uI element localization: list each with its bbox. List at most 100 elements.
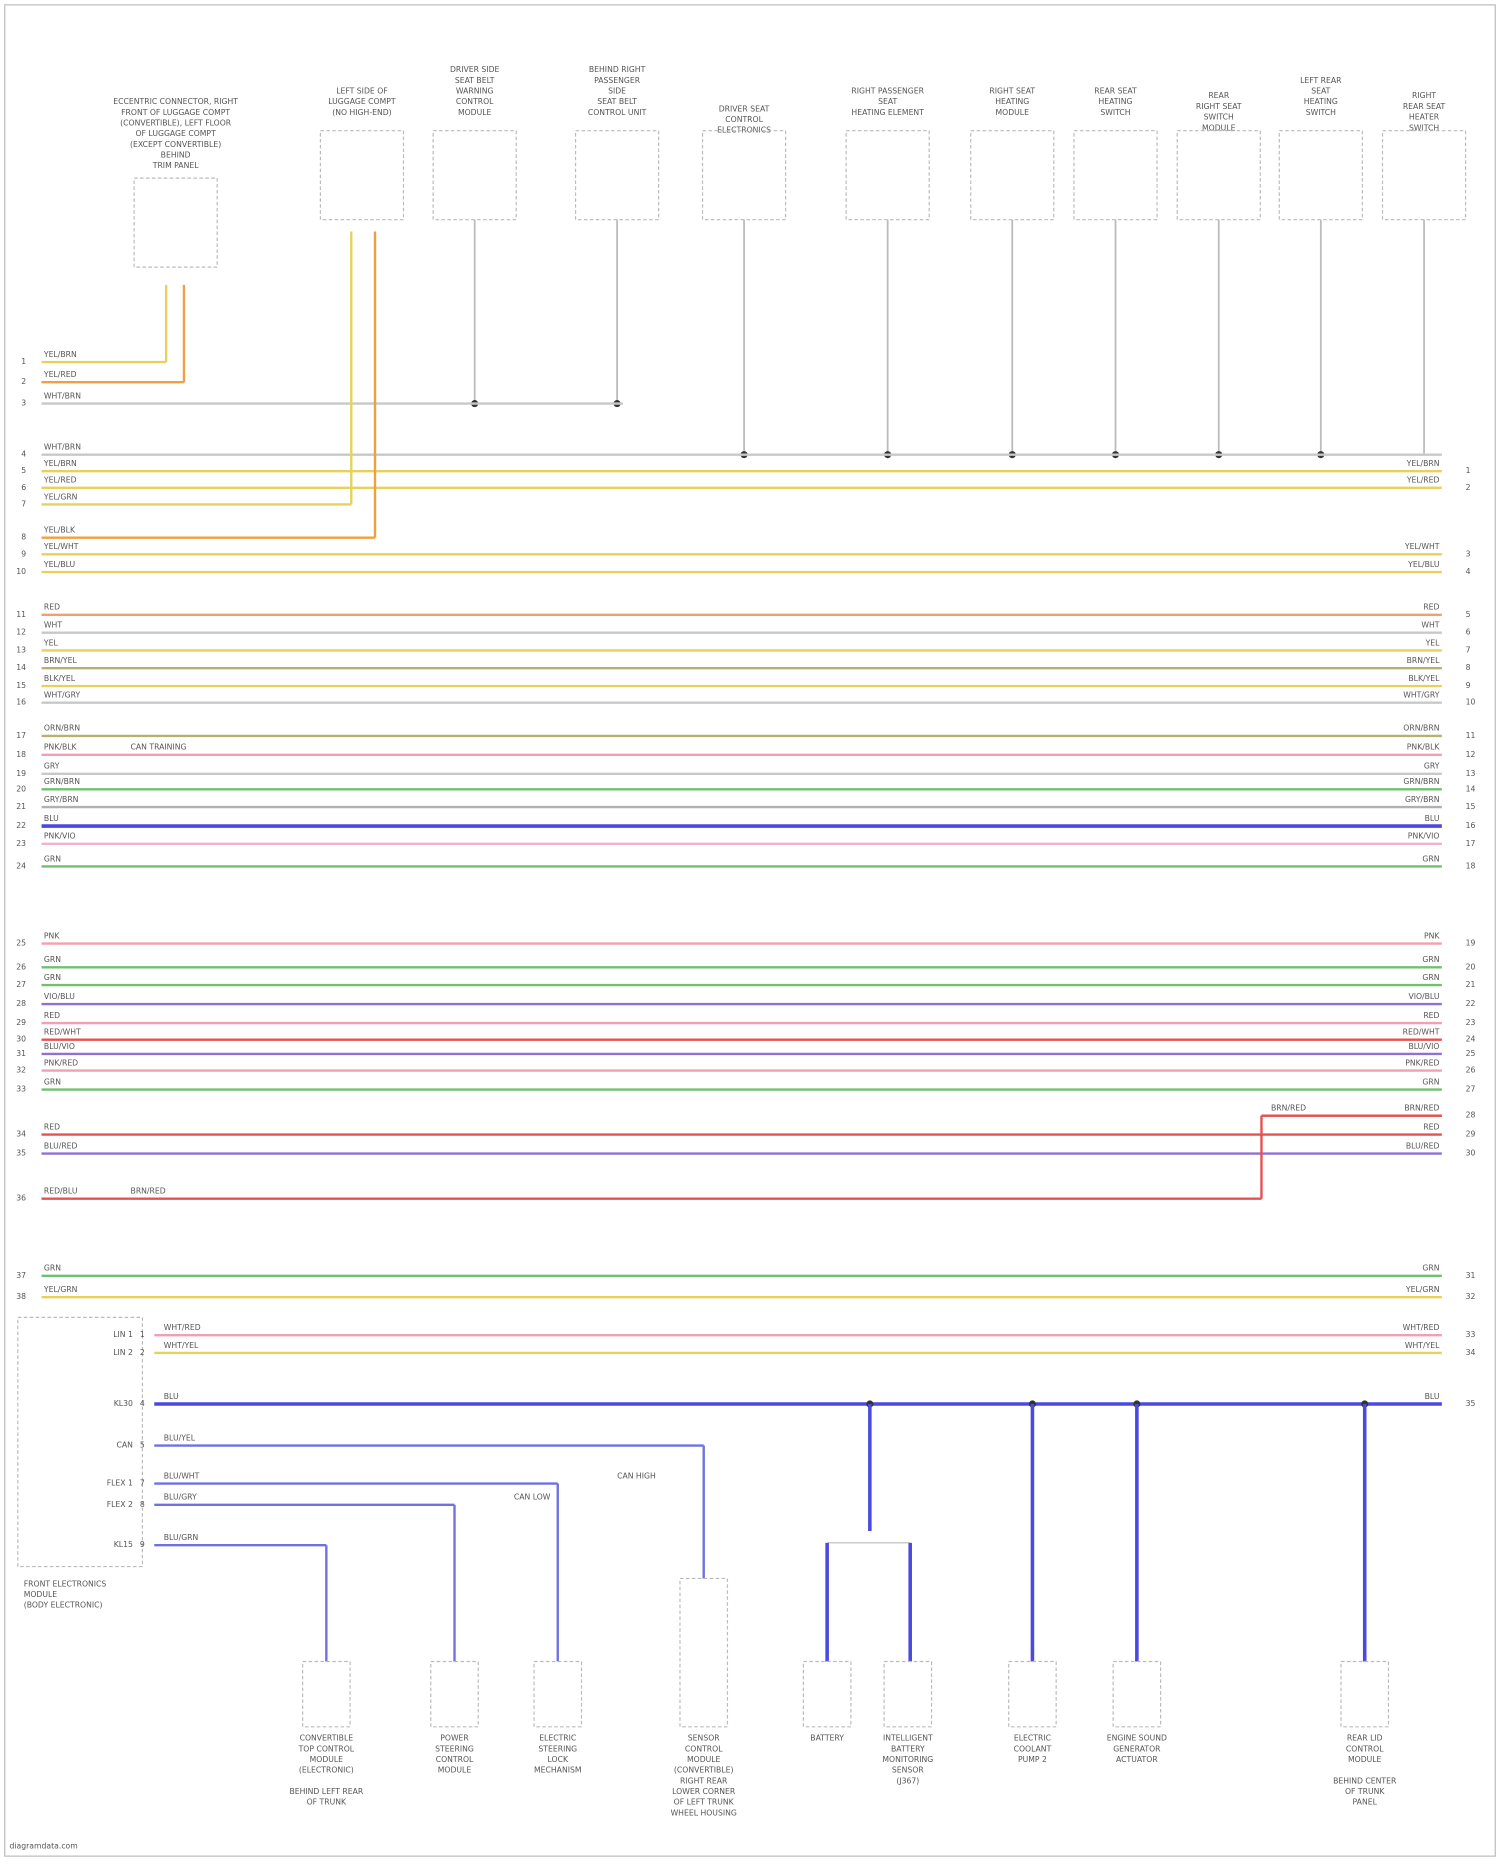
wire-label-right: BRN/YEL xyxy=(1407,656,1441,665)
component-label: WARNING xyxy=(456,86,494,95)
wire-label: BLU/GRN xyxy=(164,1533,199,1542)
pin-number: 36 xyxy=(16,1194,26,1203)
pin-number: 10 xyxy=(16,567,26,576)
pin-number: 25 xyxy=(16,939,26,948)
wire-label: YEL/BLU xyxy=(43,560,75,569)
component-label: CONTROL xyxy=(685,1744,723,1753)
wire-label: BRN/RED xyxy=(1271,1104,1306,1113)
wire-label: WHT/YEL xyxy=(164,1341,199,1350)
wire-label: YEL/BLK xyxy=(43,526,76,535)
pin-number: 22 xyxy=(16,821,26,830)
pin-number: 35 xyxy=(16,1149,26,1158)
wire-label: YEL/RED xyxy=(43,370,77,379)
pin-number-right: 25 xyxy=(1466,1049,1476,1058)
wire-label: GRN xyxy=(44,1077,61,1086)
wire-label: YEL xyxy=(43,638,59,647)
module-pin: KL15 xyxy=(114,1540,133,1549)
wire-label: GRN xyxy=(44,1264,61,1273)
pin-number-right: 1 xyxy=(1466,466,1471,475)
component-label: MONITORING xyxy=(882,1755,933,1764)
component-box xyxy=(133,177,218,268)
wire-label-right: GRY/BRN xyxy=(1405,795,1440,804)
pin-number-right: 15 xyxy=(1466,802,1476,811)
wire-label-right: WHT/RED xyxy=(1403,1323,1440,1332)
component-label: MODULE xyxy=(996,108,1030,117)
component-label: TOP CONTROL xyxy=(298,1744,355,1753)
component-label: CONVERTIBLE xyxy=(300,1734,354,1743)
component-label: SEAT xyxy=(878,97,897,106)
component-box xyxy=(1381,130,1467,221)
component-label: POWER xyxy=(440,1734,469,1743)
component-label: OF LUGGAGE COMPT xyxy=(135,129,216,138)
component-label: BEHIND LEFT REAR xyxy=(289,1787,363,1796)
component-label: LEFT SIDE OF xyxy=(336,86,388,95)
component-box xyxy=(574,130,660,221)
component-label: DRIVER SEAT xyxy=(719,104,770,113)
component-label: GENERATOR xyxy=(1113,1744,1161,1753)
pin-number: 13 xyxy=(16,645,26,654)
component-label: RIGHT SEAT xyxy=(989,86,1035,95)
pin-number: 20 xyxy=(16,784,26,793)
wire-label-right: PNK/BLK xyxy=(1407,743,1441,752)
wire-label: BLU xyxy=(164,1392,179,1401)
pin-number: 2 xyxy=(140,1348,145,1357)
component-label: MODULE xyxy=(1348,1755,1382,1764)
component-label: MODULE xyxy=(438,1766,472,1775)
component-label: RIGHT SEAT xyxy=(1196,102,1242,111)
pin-number: 21 xyxy=(16,802,26,811)
wire-label: RED xyxy=(44,603,60,612)
module-label: FRONT ELECTRONICS xyxy=(24,1579,107,1588)
wire-label-right: RED xyxy=(1423,1122,1439,1131)
wire-label: BLU/YEL xyxy=(164,1433,196,1442)
component-label: INTELLIGENT xyxy=(883,1734,933,1743)
component-label: BATTERY xyxy=(891,1744,925,1753)
component-label: MODULE xyxy=(458,108,492,117)
component-label: SEAT BELT xyxy=(597,97,637,106)
component-label: STEERING xyxy=(538,1744,577,1753)
component-label: ELECTRIC xyxy=(1014,1734,1051,1743)
module-pin: LIN 1 xyxy=(113,1330,133,1339)
component-label: SIDE xyxy=(608,86,626,95)
wire-label-right: RED xyxy=(1423,1011,1439,1020)
pin-number-right: 19 xyxy=(1466,939,1476,948)
wire-label-right: PNK/RED xyxy=(1405,1058,1439,1067)
module-pin: LIN 2 xyxy=(113,1348,133,1357)
pin-number: 12 xyxy=(16,628,26,637)
component-box xyxy=(1176,130,1261,221)
component-label: HEATING xyxy=(1098,97,1132,106)
wire-label-right: ORN/BRN xyxy=(1403,724,1439,733)
module-pin: KL30 xyxy=(114,1399,133,1408)
component-label: MODULE xyxy=(1202,123,1236,132)
wire-label: GRN xyxy=(44,955,61,964)
component-box xyxy=(1073,130,1158,221)
wire-label: WHT/GRY xyxy=(44,691,81,700)
wire-label-right: YEL xyxy=(1425,638,1441,647)
pin-number-right: 6 xyxy=(1466,628,1471,637)
component-label: HEATER xyxy=(1409,113,1440,122)
wire-label-right: WHT xyxy=(1421,621,1439,630)
wire-label-right: GRN xyxy=(1422,955,1439,964)
wire-label-right: VIO/BLU xyxy=(1408,992,1439,1001)
pin-number-right: 34 xyxy=(1466,1348,1476,1357)
component-label: SWITCH xyxy=(1306,108,1336,117)
pin-number-right: 20 xyxy=(1466,962,1476,971)
wire-label: PNK xyxy=(44,931,60,940)
pin-number: 29 xyxy=(16,1018,26,1027)
pin-number: 17 xyxy=(16,731,26,740)
wire-label: BRN/YEL xyxy=(44,656,78,665)
pin-number: 14 xyxy=(16,663,26,672)
pin-number: 5 xyxy=(21,466,26,475)
component-label: LOWER CORNER xyxy=(672,1787,736,1796)
pin-number-right: 35 xyxy=(1466,1399,1476,1408)
component-label: STEERING xyxy=(435,1744,474,1753)
component-label: LOCK xyxy=(547,1755,568,1764)
pin-number: 23 xyxy=(16,839,26,848)
pin-number: 9 xyxy=(140,1540,145,1549)
pin-number: 4 xyxy=(140,1399,145,1408)
wire-label: BLU/WHT xyxy=(164,1471,200,1480)
component-label: ECCENTRIC CONNECTOR, RIGHT xyxy=(113,97,238,106)
component-label: OF LEFT TRUNK xyxy=(674,1798,735,1807)
wire-label: RED xyxy=(44,1122,60,1131)
pin-number: 8 xyxy=(140,1500,145,1509)
component-box xyxy=(302,1660,351,1728)
